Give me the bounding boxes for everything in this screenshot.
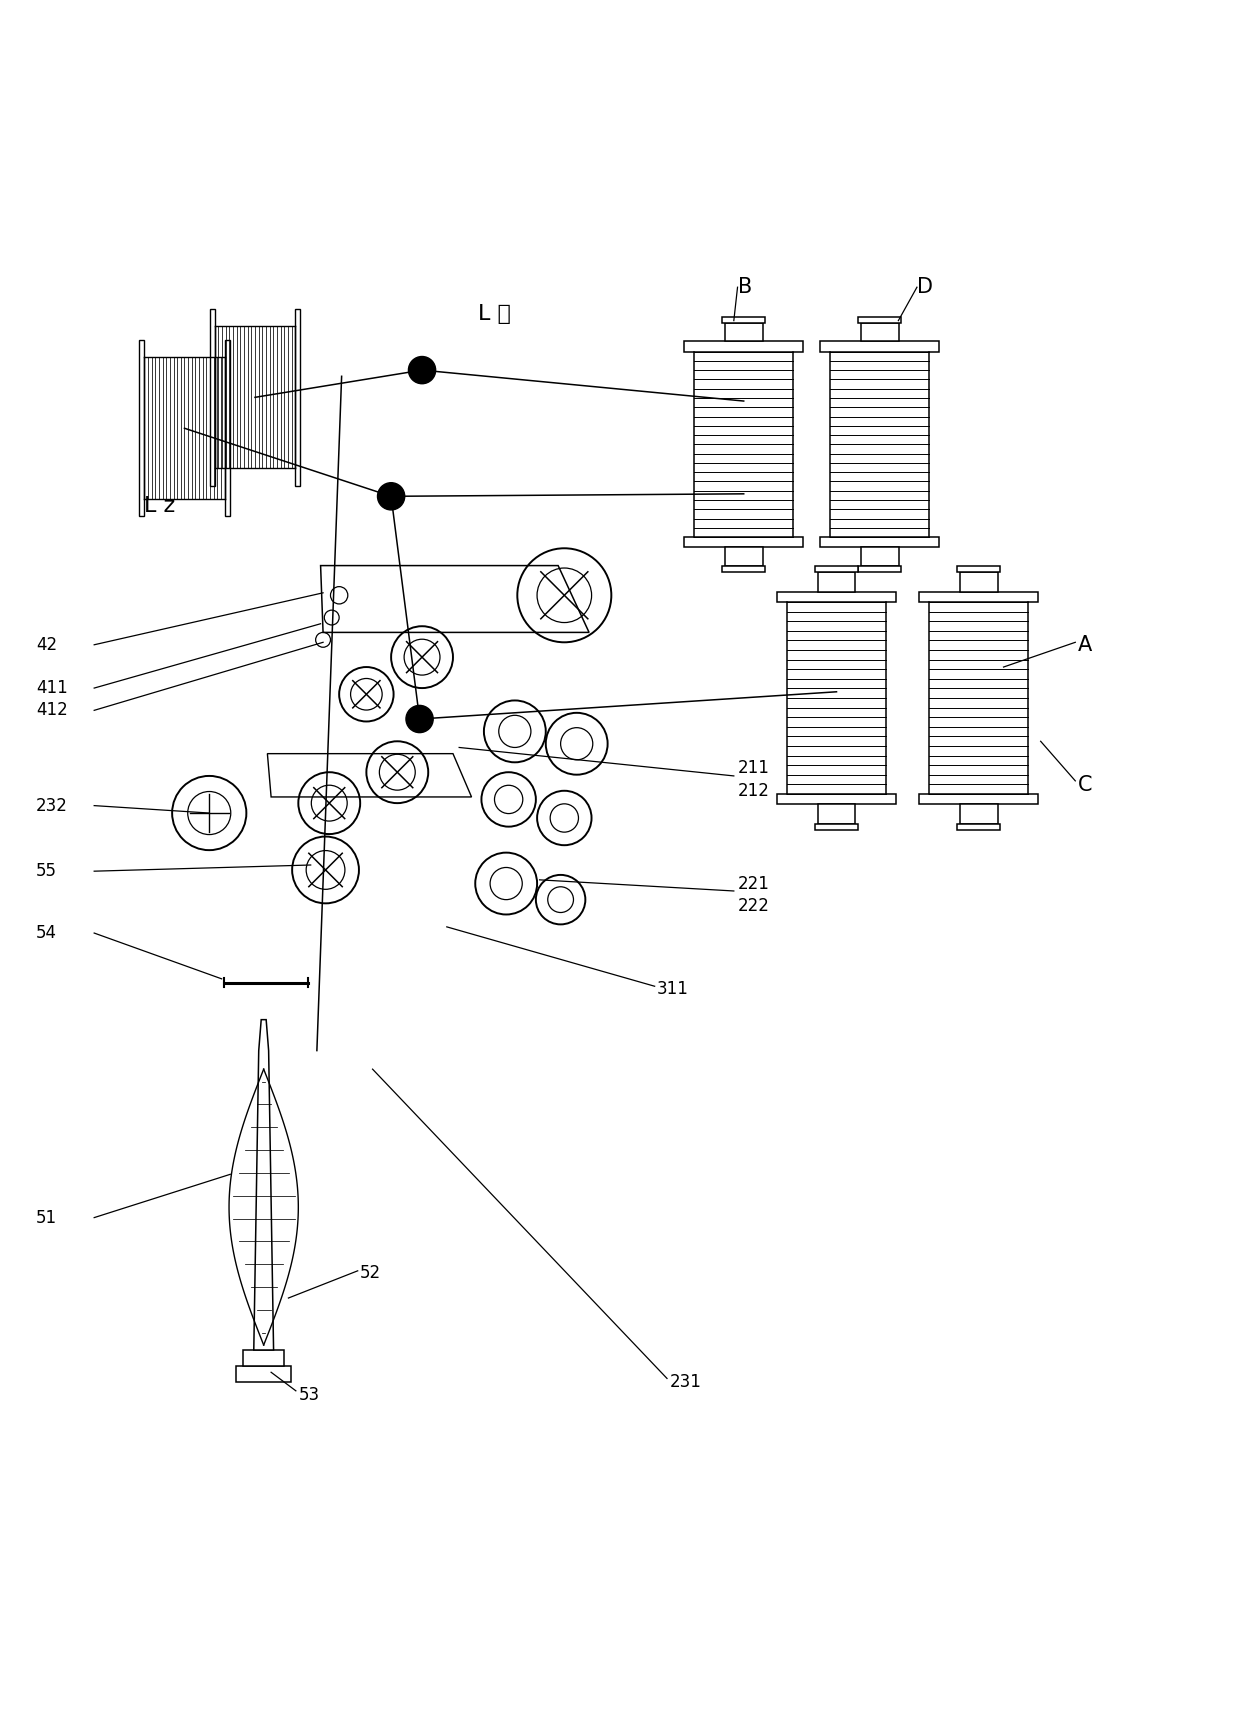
Text: C: C: [1078, 775, 1092, 794]
Polygon shape: [254, 1019, 274, 1349]
FancyBboxPatch shape: [821, 536, 939, 547]
Circle shape: [408, 356, 435, 384]
FancyBboxPatch shape: [210, 310, 215, 486]
FancyBboxPatch shape: [861, 324, 899, 341]
FancyBboxPatch shape: [777, 794, 897, 804]
Circle shape: [405, 706, 433, 732]
FancyBboxPatch shape: [821, 341, 939, 351]
FancyBboxPatch shape: [725, 324, 763, 341]
Text: 54: 54: [36, 924, 57, 943]
FancyBboxPatch shape: [919, 592, 1038, 602]
Text: 52: 52: [360, 1265, 382, 1282]
FancyBboxPatch shape: [725, 547, 763, 566]
FancyBboxPatch shape: [817, 804, 856, 823]
Text: 232: 232: [36, 796, 68, 815]
FancyBboxPatch shape: [722, 317, 765, 324]
Text: L z: L z: [144, 497, 175, 516]
Text: A: A: [1078, 635, 1092, 654]
FancyBboxPatch shape: [722, 566, 765, 573]
Circle shape: [377, 483, 404, 510]
Text: 222: 222: [738, 896, 769, 915]
Text: L 甲: L 甲: [477, 304, 511, 325]
Text: 231: 231: [670, 1374, 702, 1391]
FancyBboxPatch shape: [861, 547, 899, 566]
FancyBboxPatch shape: [957, 566, 1001, 573]
FancyBboxPatch shape: [858, 317, 901, 324]
Text: 411: 411: [36, 680, 68, 697]
Text: 42: 42: [36, 635, 57, 654]
Text: 212: 212: [738, 782, 769, 799]
Text: 221: 221: [738, 875, 769, 893]
FancyBboxPatch shape: [858, 566, 901, 573]
FancyBboxPatch shape: [224, 341, 229, 517]
FancyBboxPatch shape: [777, 592, 897, 602]
FancyBboxPatch shape: [243, 1349, 284, 1367]
Text: 211: 211: [738, 759, 769, 777]
Text: D: D: [916, 277, 932, 298]
Text: 412: 412: [36, 701, 68, 720]
FancyBboxPatch shape: [684, 536, 804, 547]
FancyBboxPatch shape: [237, 1367, 291, 1382]
FancyBboxPatch shape: [960, 804, 998, 823]
FancyBboxPatch shape: [139, 341, 144, 517]
Text: 311: 311: [657, 979, 689, 998]
Text: 55: 55: [36, 862, 57, 881]
FancyBboxPatch shape: [817, 573, 856, 592]
Text: 51: 51: [36, 1209, 57, 1227]
FancyBboxPatch shape: [960, 573, 998, 592]
FancyBboxPatch shape: [295, 310, 300, 486]
FancyBboxPatch shape: [815, 823, 858, 830]
FancyBboxPatch shape: [815, 566, 858, 573]
Text: 53: 53: [299, 1386, 320, 1403]
FancyBboxPatch shape: [684, 341, 804, 351]
FancyBboxPatch shape: [919, 794, 1038, 804]
FancyBboxPatch shape: [957, 823, 1001, 830]
Text: B: B: [738, 277, 751, 298]
